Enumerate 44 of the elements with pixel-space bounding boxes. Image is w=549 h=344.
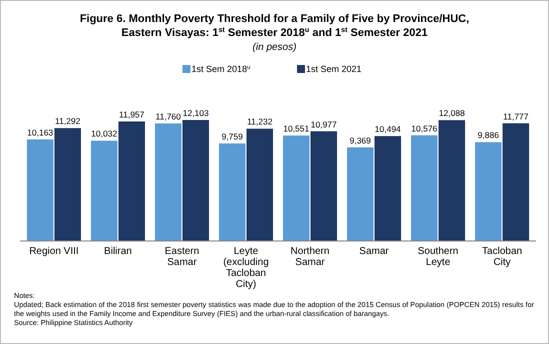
chart-title: Figure 6. Monthly Poverty Threshold for a Family of Five by Province/HUC, Eastern Visayas: 1$^{st}$ Semester 2018$^{u}$ and 1$^{st}$ Semester 2021 bbox=[80, 13, 470, 39]
bar bbox=[347, 147, 374, 241]
legend-label: 1st Sem 2018$^{u}$ bbox=[191, 64, 250, 74]
bar bbox=[438, 120, 466, 241]
bar bbox=[502, 123, 530, 241]
data-label: 11,292 bbox=[55, 116, 81, 126]
data-label: 11,957 bbox=[119, 109, 145, 120]
bar bbox=[246, 128, 274, 241]
data-label: 10,551 bbox=[283, 124, 310, 134]
data-label: 10,576 bbox=[411, 123, 438, 134]
chart-subtitle: (in pesos) bbox=[252, 42, 296, 53]
legend-label: 1st Sem 2021 bbox=[306, 64, 362, 74]
data-label: 10,977 bbox=[310, 119, 338, 130]
data-label: 11,777 bbox=[503, 111, 529, 122]
data-label: 11,760 bbox=[156, 111, 182, 122]
bar bbox=[154, 123, 182, 241]
bar bbox=[54, 128, 81, 241]
bar bbox=[374, 136, 402, 241]
data-label: 12,088 bbox=[438, 108, 466, 118]
data-label: 10,163 bbox=[27, 127, 54, 138]
x-tick-label: Biliran bbox=[104, 246, 132, 257]
data-label: 10,494 bbox=[374, 124, 402, 134]
x-tick-label: Eastern Samar bbox=[164, 246, 200, 268]
data-label: 9,759 bbox=[222, 131, 244, 142]
x-tick-label: Northern Samar bbox=[290, 246, 330, 268]
data-label: 11,232 bbox=[247, 116, 273, 127]
bar bbox=[411, 135, 438, 241]
x-tick-label: Southern Leyte bbox=[418, 246, 458, 268]
x-tick-label: Tacloban City bbox=[482, 246, 522, 268]
data-label: 12,103 bbox=[182, 108, 210, 118]
bar bbox=[90, 140, 118, 241]
bar bbox=[282, 136, 310, 241]
bar bbox=[26, 139, 54, 241]
x-tick-label: Region VIII bbox=[29, 246, 79, 257]
bar bbox=[218, 143, 246, 241]
data-label: 9,886 bbox=[478, 130, 500, 140]
x-tick-label: Leyte (excluding Tacloban City) bbox=[223, 246, 269, 290]
bar bbox=[475, 142, 502, 241]
data-label: 9,369 bbox=[350, 135, 372, 146]
bar bbox=[310, 131, 338, 241]
data-label: 10,032 bbox=[91, 128, 118, 139]
bar bbox=[118, 121, 145, 241]
x-tick-label: Samar bbox=[359, 246, 390, 257]
bar bbox=[182, 120, 209, 241]
